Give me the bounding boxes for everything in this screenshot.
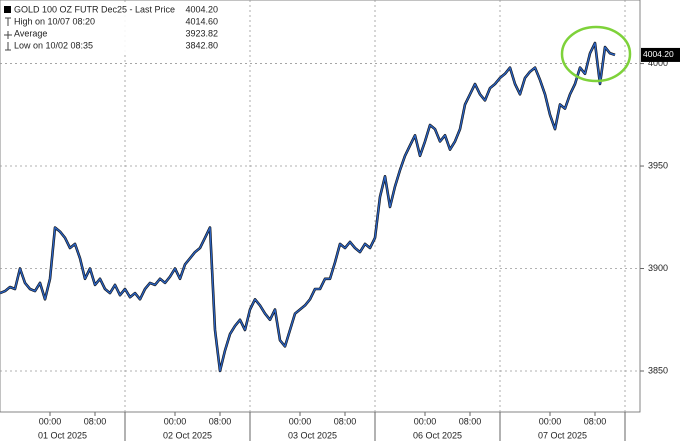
plot xyxy=(0,0,640,412)
x-date-label: 03 Oct 2025 xyxy=(288,430,337,440)
x-date-label: 06 Oct 2025 xyxy=(413,430,462,440)
price-line xyxy=(0,42,616,372)
last-price-tag xyxy=(641,47,680,62)
x-tick-label: 08:00 xyxy=(459,416,482,426)
x-date-label: 01 Oct 2025 xyxy=(38,430,87,440)
highlight-ellipse xyxy=(560,25,632,83)
x-date-label: 07 Oct 2025 xyxy=(538,430,587,440)
legend-box xyxy=(2,3,220,55)
legend-text: GOLD 100 OZ FUTR Dec25 - Last Price xyxy=(14,4,175,14)
x-tick-label: 08:00 xyxy=(209,416,232,426)
last-price-label: 4004.20 xyxy=(643,49,674,59)
x-tick-label: 08:00 xyxy=(334,416,357,426)
legend-stat: 4014.60 xyxy=(185,16,218,26)
x-tick-label: 00:00 xyxy=(289,416,312,426)
legend-text: High on 10/07 08:20 xyxy=(14,16,95,26)
legend-swatch xyxy=(4,6,11,13)
y-tick-label: 3900 xyxy=(648,263,668,273)
legend-stat: 4004.20 xyxy=(185,4,218,14)
x-tick-label: 08:00 xyxy=(84,416,107,426)
legend-icon xyxy=(5,42,11,51)
legend: GOLD 100 OZ FUTR Dec25 - Last Price High… xyxy=(2,3,220,55)
legend-stat: 3842.80 xyxy=(185,40,218,50)
plot-frame xyxy=(0,0,641,413)
y-tick-label: 4000 xyxy=(648,58,668,68)
y-tick-label: 3950 xyxy=(648,160,668,170)
x-tick-label: 08:00 xyxy=(584,416,607,426)
legend-text: Average xyxy=(14,28,47,38)
x-tick-label: 00:00 xyxy=(414,416,437,426)
legend-icon xyxy=(4,31,12,39)
legend-text: Low on 10/02 08:35 xyxy=(14,40,93,50)
x-date-label: 02 Oct 2025 xyxy=(163,430,212,440)
x-tick-label: 00:00 xyxy=(39,416,62,426)
y-tick-label: 3850 xyxy=(648,365,668,375)
legend-icon xyxy=(5,17,11,26)
x-tick-label: 00:00 xyxy=(164,416,187,426)
x-tick-label: 00:00 xyxy=(539,416,562,426)
legend-stat: 3923.82 xyxy=(185,28,218,38)
